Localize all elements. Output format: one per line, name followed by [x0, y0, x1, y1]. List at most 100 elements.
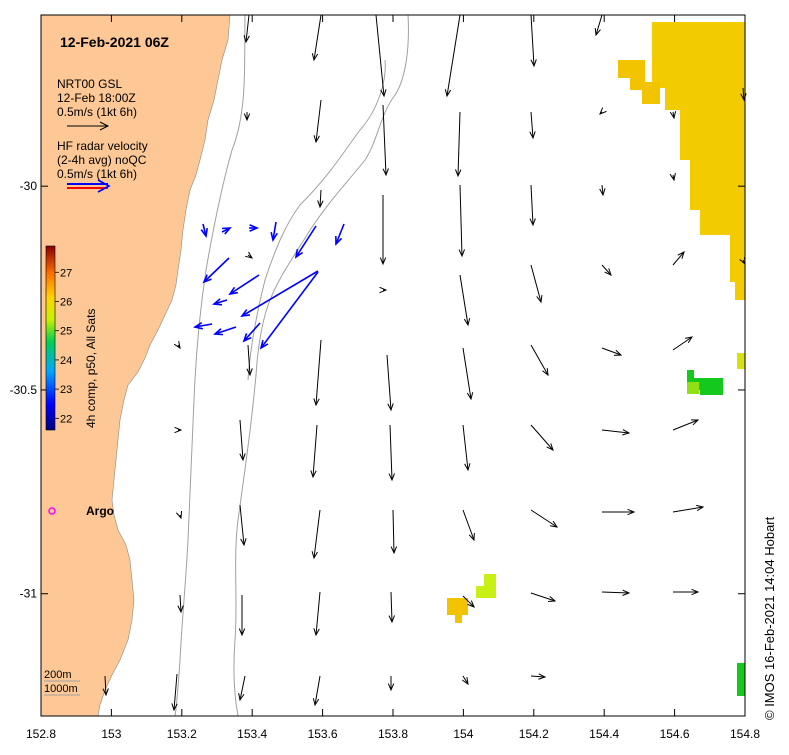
colorbar-tick-label: 24 — [60, 355, 72, 367]
sst-patch-yellowgreen-south — [476, 574, 496, 598]
model-arrow-head — [463, 318, 471, 327]
model-arrow — [315, 99, 322, 143]
radar-arrow-head — [221, 227, 232, 235]
model-arrow-head — [458, 249, 466, 258]
model-arrow-head — [246, 368, 253, 377]
model-arrow-head — [245, 251, 254, 259]
model-arrow — [247, 344, 251, 376]
model-arrow — [462, 595, 475, 608]
model-arrow-head — [382, 168, 389, 177]
model-arrow — [375, 14, 385, 97]
model-arrow — [530, 184, 534, 226]
radar-arrow — [272, 221, 277, 241]
model-arrow-head — [243, 113, 251, 122]
model-arrow-head — [550, 520, 559, 528]
model-arrow-head — [177, 605, 184, 614]
model-arrow-head — [464, 463, 471, 472]
model-arrow — [313, 14, 322, 61]
model-arrow-head — [444, 89, 452, 98]
legend-model-line3: 0.5m/s (1kt 6h) — [57, 105, 137, 119]
land-mass — [40, 14, 231, 717]
model-arrow-head — [311, 53, 319, 62]
radar-arrow — [202, 223, 207, 237]
radar-arrow-head — [259, 340, 269, 350]
colorbar-tick-label: 26 — [60, 296, 72, 308]
model-arrow-head — [542, 367, 549, 377]
model-arrow-head — [379, 286, 388, 294]
sst-patch-green-south — [737, 663, 745, 696]
argo-label: Argo — [86, 504, 114, 518]
model-arrow — [530, 264, 542, 303]
model-arrow — [530, 675, 546, 678]
radar-arrow — [194, 323, 213, 328]
x-tick-label: 152.8 — [26, 727, 56, 741]
legend-model-arrowhead — [99, 121, 110, 131]
isobaths — [174, 14, 409, 717]
x-tick-label: 153 — [101, 727, 121, 741]
sst-patch-north — [618, 60, 660, 104]
sst-patch-yellowgreen-mid — [687, 382, 699, 394]
colorbar-tick-label: 27 — [60, 267, 72, 279]
model-arrow-head — [594, 27, 601, 37]
y-tick-label: -31 — [20, 587, 38, 601]
radar-arrow — [214, 326, 237, 335]
depth-legend: 200m 1000m — [44, 669, 80, 696]
x-tick-label: 153.4 — [237, 727, 267, 741]
colorbar-tick-label: 25 — [60, 326, 72, 338]
model-arrow-head — [310, 470, 317, 479]
model-arrow-head — [311, 551, 318, 560]
x-tick-label: 154.6 — [660, 727, 690, 741]
model-arrow-head — [538, 673, 547, 680]
model-arrow — [239, 419, 244, 461]
model-arrow-head — [466, 392, 474, 401]
radar-arrow — [203, 257, 230, 283]
y-tick-label: -30.5 — [10, 383, 38, 397]
model-arrow — [245, 14, 250, 43]
model-arrow-head — [173, 341, 181, 350]
model-arrow — [315, 339, 322, 406]
legend-model-line1: NRT00 GSL — [57, 77, 122, 91]
colorbar-gradient — [45, 245, 56, 431]
sst-patch-edge — [737, 353, 745, 369]
model-arrow-head — [461, 677, 469, 686]
model-arrow — [314, 675, 321, 706]
model-arrow — [386, 354, 392, 411]
model-arrow — [389, 424, 393, 481]
radar-arrow — [229, 274, 260, 295]
isobath-200m — [174, 14, 246, 717]
model-arrow-head — [529, 131, 536, 140]
radar-arrow-head — [335, 235, 343, 246]
radar-arrow — [260, 271, 319, 349]
model-arrow-head — [317, 200, 324, 209]
depth-legend-200m: 200m — [44, 669, 72, 681]
model-arrow-head — [313, 135, 320, 144]
model-arrow-head — [390, 546, 398, 555]
legend-radar-line1: HF radar velocity — [57, 139, 148, 153]
model-arrow-head — [387, 683, 395, 692]
model-arrow-head — [627, 508, 636, 516]
radar-arrow-head — [294, 248, 304, 259]
radar-arrow-head — [242, 333, 252, 343]
model-arrow-head — [175, 510, 183, 520]
model-arrow-head — [622, 589, 631, 596]
radar-arrow-head — [213, 328, 224, 336]
model-arrow-head — [455, 169, 462, 178]
sst-patch-yellow-south — [447, 598, 468, 623]
model-arrow — [530, 14, 535, 67]
model-arrow — [382, 104, 387, 176]
legend-radar-line2: (2-4h avg) noQC — [57, 153, 147, 167]
model-arrow-head — [669, 111, 677, 120]
radar-arrow-head — [202, 274, 212, 284]
model-arrow — [672, 251, 685, 266]
model-arrow — [312, 424, 318, 478]
model-arrow — [104, 675, 107, 696]
model-arrow — [446, 14, 461, 97]
radar-arrow-head — [200, 227, 209, 238]
model-arrow — [313, 509, 321, 559]
model-arrow — [672, 336, 693, 351]
model-arrow-head — [388, 615, 395, 624]
model-arrow — [530, 424, 554, 451]
model-arrow — [462, 424, 469, 471]
model-arrow — [239, 675, 246, 701]
